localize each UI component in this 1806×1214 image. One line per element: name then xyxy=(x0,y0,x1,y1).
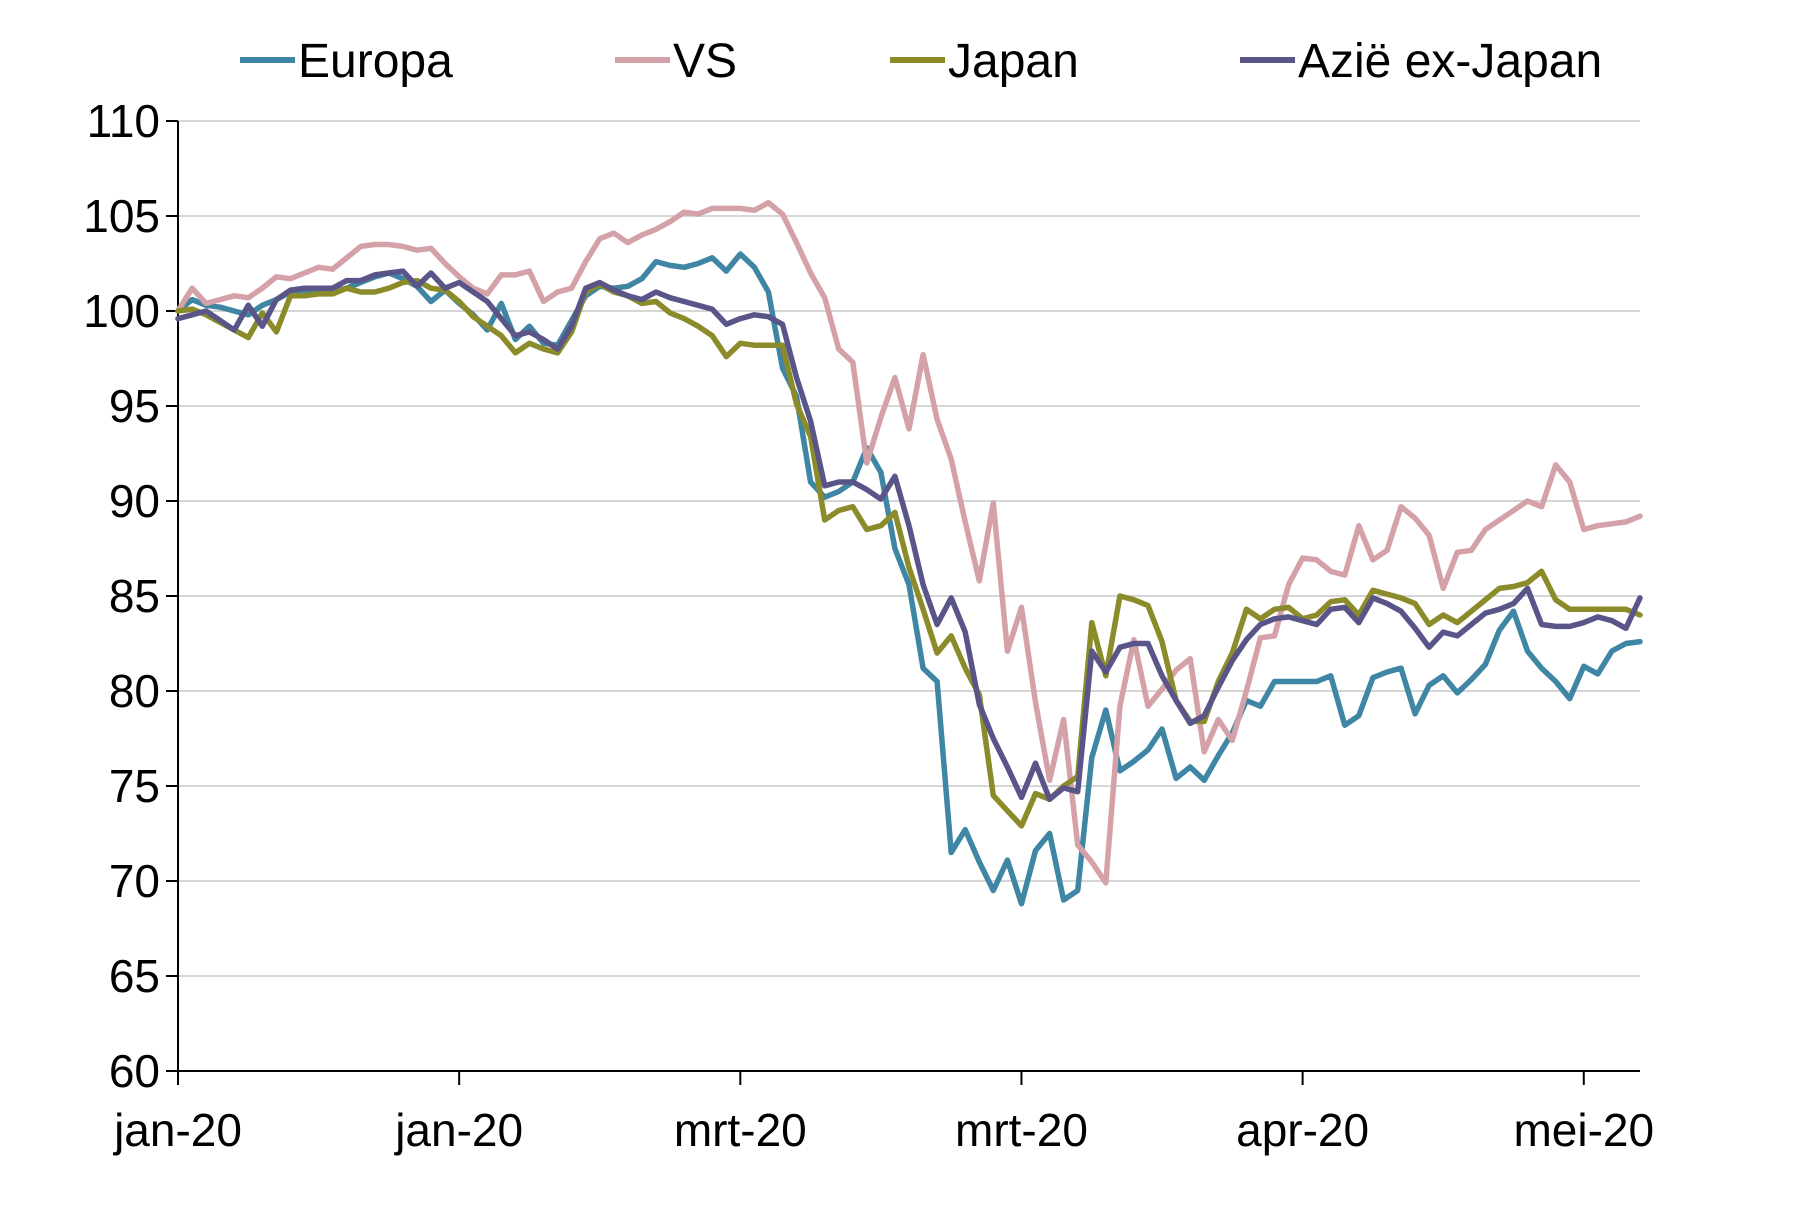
y-tick-label: 80 xyxy=(109,665,160,717)
y-tick-label: 95 xyxy=(109,380,160,432)
y-tick-label: 60 xyxy=(109,1045,160,1097)
series-line-1 xyxy=(175,251,1643,907)
y-tick-label: 110 xyxy=(87,95,160,147)
y-tick-label: 90 xyxy=(109,475,160,527)
y-tick-label: 105 xyxy=(83,190,160,242)
series-lines xyxy=(175,199,1643,907)
y-tick-label: 75 xyxy=(109,760,160,812)
axes: 60 65 70 75 80 85 90 95 100 105 110 jan-20 jan-20 mrt… xyxy=(83,95,1654,1156)
series-line-3 xyxy=(175,277,1643,829)
x-tick-label: mrt-20 xyxy=(955,1104,1088,1156)
y-tick-label: 70 xyxy=(109,855,160,907)
legend-label: Japan xyxy=(948,35,1079,88)
y-tick-label: 85 xyxy=(109,570,160,622)
series-line-4 xyxy=(175,268,1643,803)
gridlines xyxy=(178,120,1640,977)
y-tick-label: 65 xyxy=(109,950,160,1002)
x-tick-label: apr-20 xyxy=(1236,1104,1369,1156)
x-tick-label: jan-20 xyxy=(393,1104,523,1156)
legend-label: Europa xyxy=(298,35,453,88)
legend-label: Azië ex-Japan xyxy=(1298,35,1602,88)
x-tick-label: mei-20 xyxy=(1513,1104,1654,1156)
y-tick-label: 100 xyxy=(83,285,160,337)
x-tick-label: mrt-20 xyxy=(674,1104,807,1156)
legend: Europa VS Japan Azië ex-Japan xyxy=(240,35,1602,88)
x-tick-label: jan-20 xyxy=(112,1104,242,1156)
legend-label: VS xyxy=(673,35,737,88)
series-line-2 xyxy=(175,199,1643,886)
